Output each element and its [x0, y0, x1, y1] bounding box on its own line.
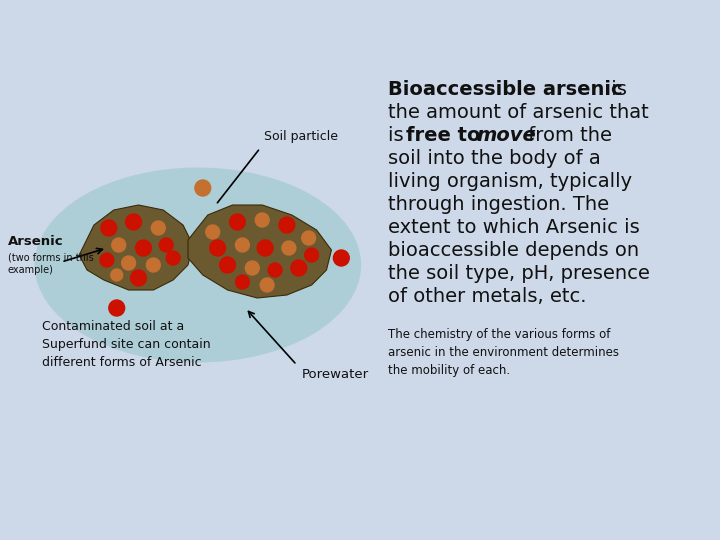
Polygon shape — [188, 205, 331, 298]
Circle shape — [195, 180, 211, 196]
Text: The chemistry of the various forms of
arsenic in the environment determines
the : The chemistry of the various forms of ar… — [388, 328, 618, 377]
Circle shape — [246, 261, 259, 275]
Circle shape — [151, 221, 165, 235]
Circle shape — [130, 270, 146, 286]
Circle shape — [135, 240, 151, 256]
Circle shape — [146, 258, 161, 272]
Circle shape — [230, 214, 246, 230]
Circle shape — [268, 263, 282, 277]
Circle shape — [256, 213, 269, 227]
Text: move: move — [477, 126, 536, 145]
Text: free to: free to — [405, 126, 487, 145]
Circle shape — [100, 253, 114, 267]
Text: Bioaccessible arsenic: Bioaccessible arsenic — [388, 80, 623, 99]
Text: Arsenic: Arsenic — [8, 235, 63, 248]
Circle shape — [257, 240, 273, 256]
Text: living organism, typically: living organism, typically — [388, 172, 632, 191]
Circle shape — [126, 214, 141, 230]
Text: from the: from the — [523, 126, 613, 145]
Circle shape — [305, 248, 318, 262]
Circle shape — [159, 238, 173, 252]
Text: soil into the body of a: soil into the body of a — [388, 149, 600, 168]
Circle shape — [302, 231, 315, 245]
Circle shape — [109, 300, 125, 316]
Circle shape — [122, 256, 135, 270]
Text: Porewater: Porewater — [302, 368, 369, 381]
Circle shape — [210, 240, 225, 256]
Text: Contaminated soil at a
Superfund site can contain
different forms of Arsenic: Contaminated soil at a Superfund site ca… — [42, 320, 210, 369]
Text: of other metals, etc.: of other metals, etc. — [388, 287, 586, 306]
Circle shape — [235, 238, 249, 252]
Text: the amount of arsenic that: the amount of arsenic that — [388, 103, 649, 122]
Text: Soil particle: Soil particle — [264, 130, 338, 143]
Circle shape — [166, 251, 180, 265]
Circle shape — [235, 275, 249, 289]
Circle shape — [279, 217, 294, 233]
Circle shape — [282, 241, 296, 255]
Circle shape — [101, 220, 117, 236]
Circle shape — [260, 278, 274, 292]
Text: is: is — [606, 80, 627, 99]
Text: extent to which Arsenic is: extent to which Arsenic is — [388, 218, 639, 237]
Polygon shape — [79, 205, 193, 290]
Ellipse shape — [35, 167, 361, 362]
Text: is: is — [388, 126, 410, 145]
Text: (two forms in this
example): (two forms in this example) — [8, 252, 94, 275]
Circle shape — [111, 269, 122, 281]
Circle shape — [333, 250, 349, 266]
Text: through ingestion. The: through ingestion. The — [388, 195, 609, 214]
Circle shape — [206, 225, 220, 239]
Text: the soil type, pH, presence: the soil type, pH, presence — [388, 264, 649, 283]
Text: bioaccessible depends on: bioaccessible depends on — [388, 241, 639, 260]
Circle shape — [291, 260, 307, 276]
Circle shape — [220, 257, 235, 273]
Circle shape — [112, 238, 126, 252]
